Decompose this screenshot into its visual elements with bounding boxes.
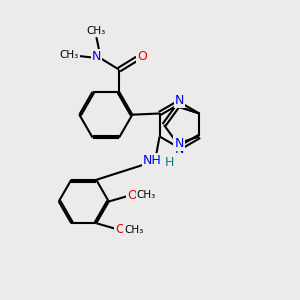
Text: CH₃: CH₃ xyxy=(87,26,106,36)
Text: N: N xyxy=(175,94,184,107)
Text: N: N xyxy=(175,143,184,156)
Text: CH₃: CH₃ xyxy=(124,225,143,235)
Text: NH: NH xyxy=(143,154,162,166)
Text: N: N xyxy=(92,50,101,64)
Text: CH₃: CH₃ xyxy=(136,190,156,200)
Text: O: O xyxy=(137,50,147,63)
Text: O: O xyxy=(115,223,125,236)
Text: O: O xyxy=(128,188,137,202)
Text: H: H xyxy=(165,157,175,169)
Text: CH₃: CH₃ xyxy=(60,50,79,60)
Text: N: N xyxy=(174,137,184,150)
